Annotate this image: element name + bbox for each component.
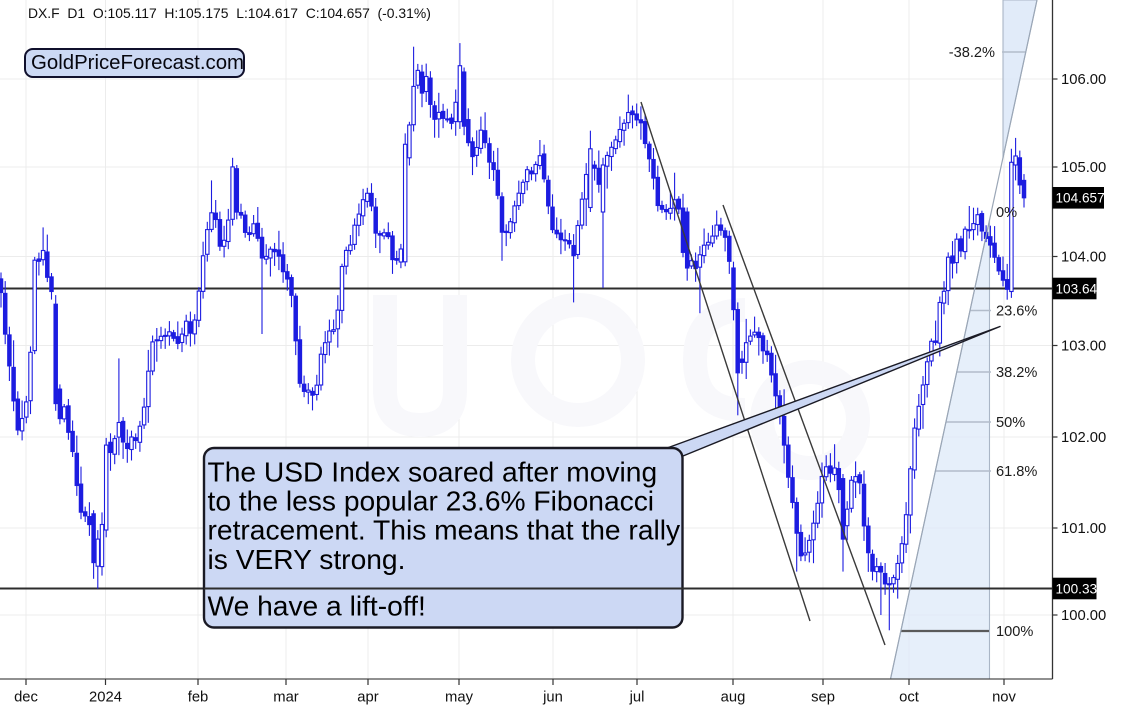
svg-text:100.00: 100.00 xyxy=(1061,608,1106,624)
svg-text:100%: 100% xyxy=(996,624,1033,640)
svg-text:We have a lift-off!: We have a lift-off! xyxy=(208,590,426,622)
svg-text:mar: mar xyxy=(273,690,299,706)
svg-text:dec: dec xyxy=(14,690,38,706)
svg-text:jun: jun xyxy=(542,690,563,706)
svg-text:105.00: 105.00 xyxy=(1061,160,1106,176)
svg-text:2024: 2024 xyxy=(89,690,122,706)
svg-text:101.00: 101.00 xyxy=(1061,521,1106,537)
svg-text:0%: 0% xyxy=(996,205,1017,221)
svg-text:104.657: 104.657 xyxy=(1056,191,1105,206)
svg-text:nov: nov xyxy=(992,690,1016,706)
svg-text:apr: apr xyxy=(357,690,378,706)
svg-text:100.33: 100.33 xyxy=(1056,581,1098,596)
svg-text:50%: 50% xyxy=(996,415,1025,431)
svg-text:jul: jul xyxy=(629,690,645,706)
svg-text:may: may xyxy=(445,690,474,706)
svg-text:oct: oct xyxy=(899,690,919,706)
svg-text:is VERY strong.: is VERY strong. xyxy=(208,543,406,575)
svg-text:38.2%: 38.2% xyxy=(996,365,1037,381)
svg-text:to the less popular 23.6% Fibo: to the less popular 23.6% Fibonacci xyxy=(208,485,655,517)
svg-text:sep: sep xyxy=(811,690,835,706)
svg-text:103.64: 103.64 xyxy=(1056,281,1098,296)
svg-text:61.8%: 61.8% xyxy=(996,464,1037,480)
svg-text:106.00: 106.00 xyxy=(1061,72,1106,88)
svg-text:23.6%: 23.6% xyxy=(996,304,1037,320)
svg-text:-38.2%: -38.2% xyxy=(949,45,995,61)
svg-text:104.00: 104.00 xyxy=(1061,250,1106,266)
svg-text:feb: feb xyxy=(188,690,209,706)
svg-text:aug: aug xyxy=(721,690,746,706)
svg-text:103.00: 103.00 xyxy=(1061,339,1106,355)
svg-text:The USD Index soared after mov: The USD Index soared after moving xyxy=(208,456,658,488)
svg-text:102.00: 102.00 xyxy=(1061,430,1106,446)
svg-text:retracement. This means that t: retracement. This means that the rally xyxy=(208,514,682,546)
